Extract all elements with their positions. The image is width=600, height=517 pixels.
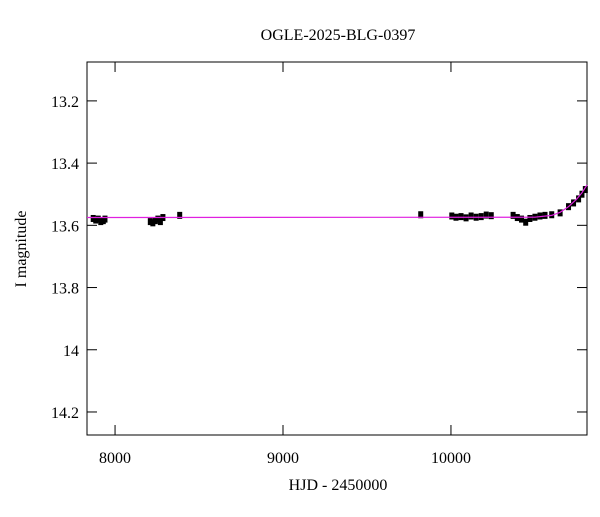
data-point	[90, 214, 96, 222]
data-point	[468, 212, 474, 220]
data-point	[582, 186, 588, 194]
data-point	[478, 213, 484, 221]
chart-title: OGLE-2025-BLG-0397	[261, 27, 416, 44]
data-point	[549, 211, 555, 219]
data-point	[152, 217, 158, 225]
y-tick-label: 13.8	[51, 281, 79, 298]
data-point	[576, 195, 582, 203]
plot-frame	[86, 61, 588, 436]
data-point	[449, 212, 455, 220]
data-point	[483, 211, 489, 219]
data-point	[157, 218, 163, 226]
data-point	[93, 216, 99, 224]
data-point	[150, 219, 156, 227]
data-point	[95, 215, 101, 223]
data-point	[463, 214, 469, 222]
x-tick-label: 10000	[431, 450, 471, 467]
data-point	[102, 215, 108, 223]
y-axis-label: I magnitude	[13, 211, 30, 288]
data-point	[523, 218, 529, 226]
y-tick-label: 13.6	[51, 218, 79, 235]
data-point	[542, 211, 548, 219]
model-line	[86, 184, 588, 219]
data-point	[458, 213, 464, 221]
x-tick-label: 9000	[267, 450, 299, 467]
data-point	[518, 215, 524, 223]
data-point	[579, 190, 585, 198]
data-point	[527, 214, 533, 222]
data-point	[571, 199, 577, 207]
data-point	[488, 212, 494, 220]
y-tick-label: 14	[63, 343, 79, 360]
data-point	[537, 212, 543, 220]
y-tick-label: 13.4	[51, 156, 79, 173]
y-tick-label: 13.2	[51, 94, 79, 111]
x-tick-label: 8000	[99, 450, 131, 467]
data-point	[155, 215, 161, 223]
x-axis-label: HJD - 2450000	[289, 477, 388, 494]
data-point	[418, 211, 424, 219]
data-point	[147, 218, 153, 226]
data-point	[177, 211, 183, 219]
data-point	[510, 211, 516, 219]
y-tick-label: 14.2	[51, 405, 79, 422]
data-point	[98, 218, 104, 226]
